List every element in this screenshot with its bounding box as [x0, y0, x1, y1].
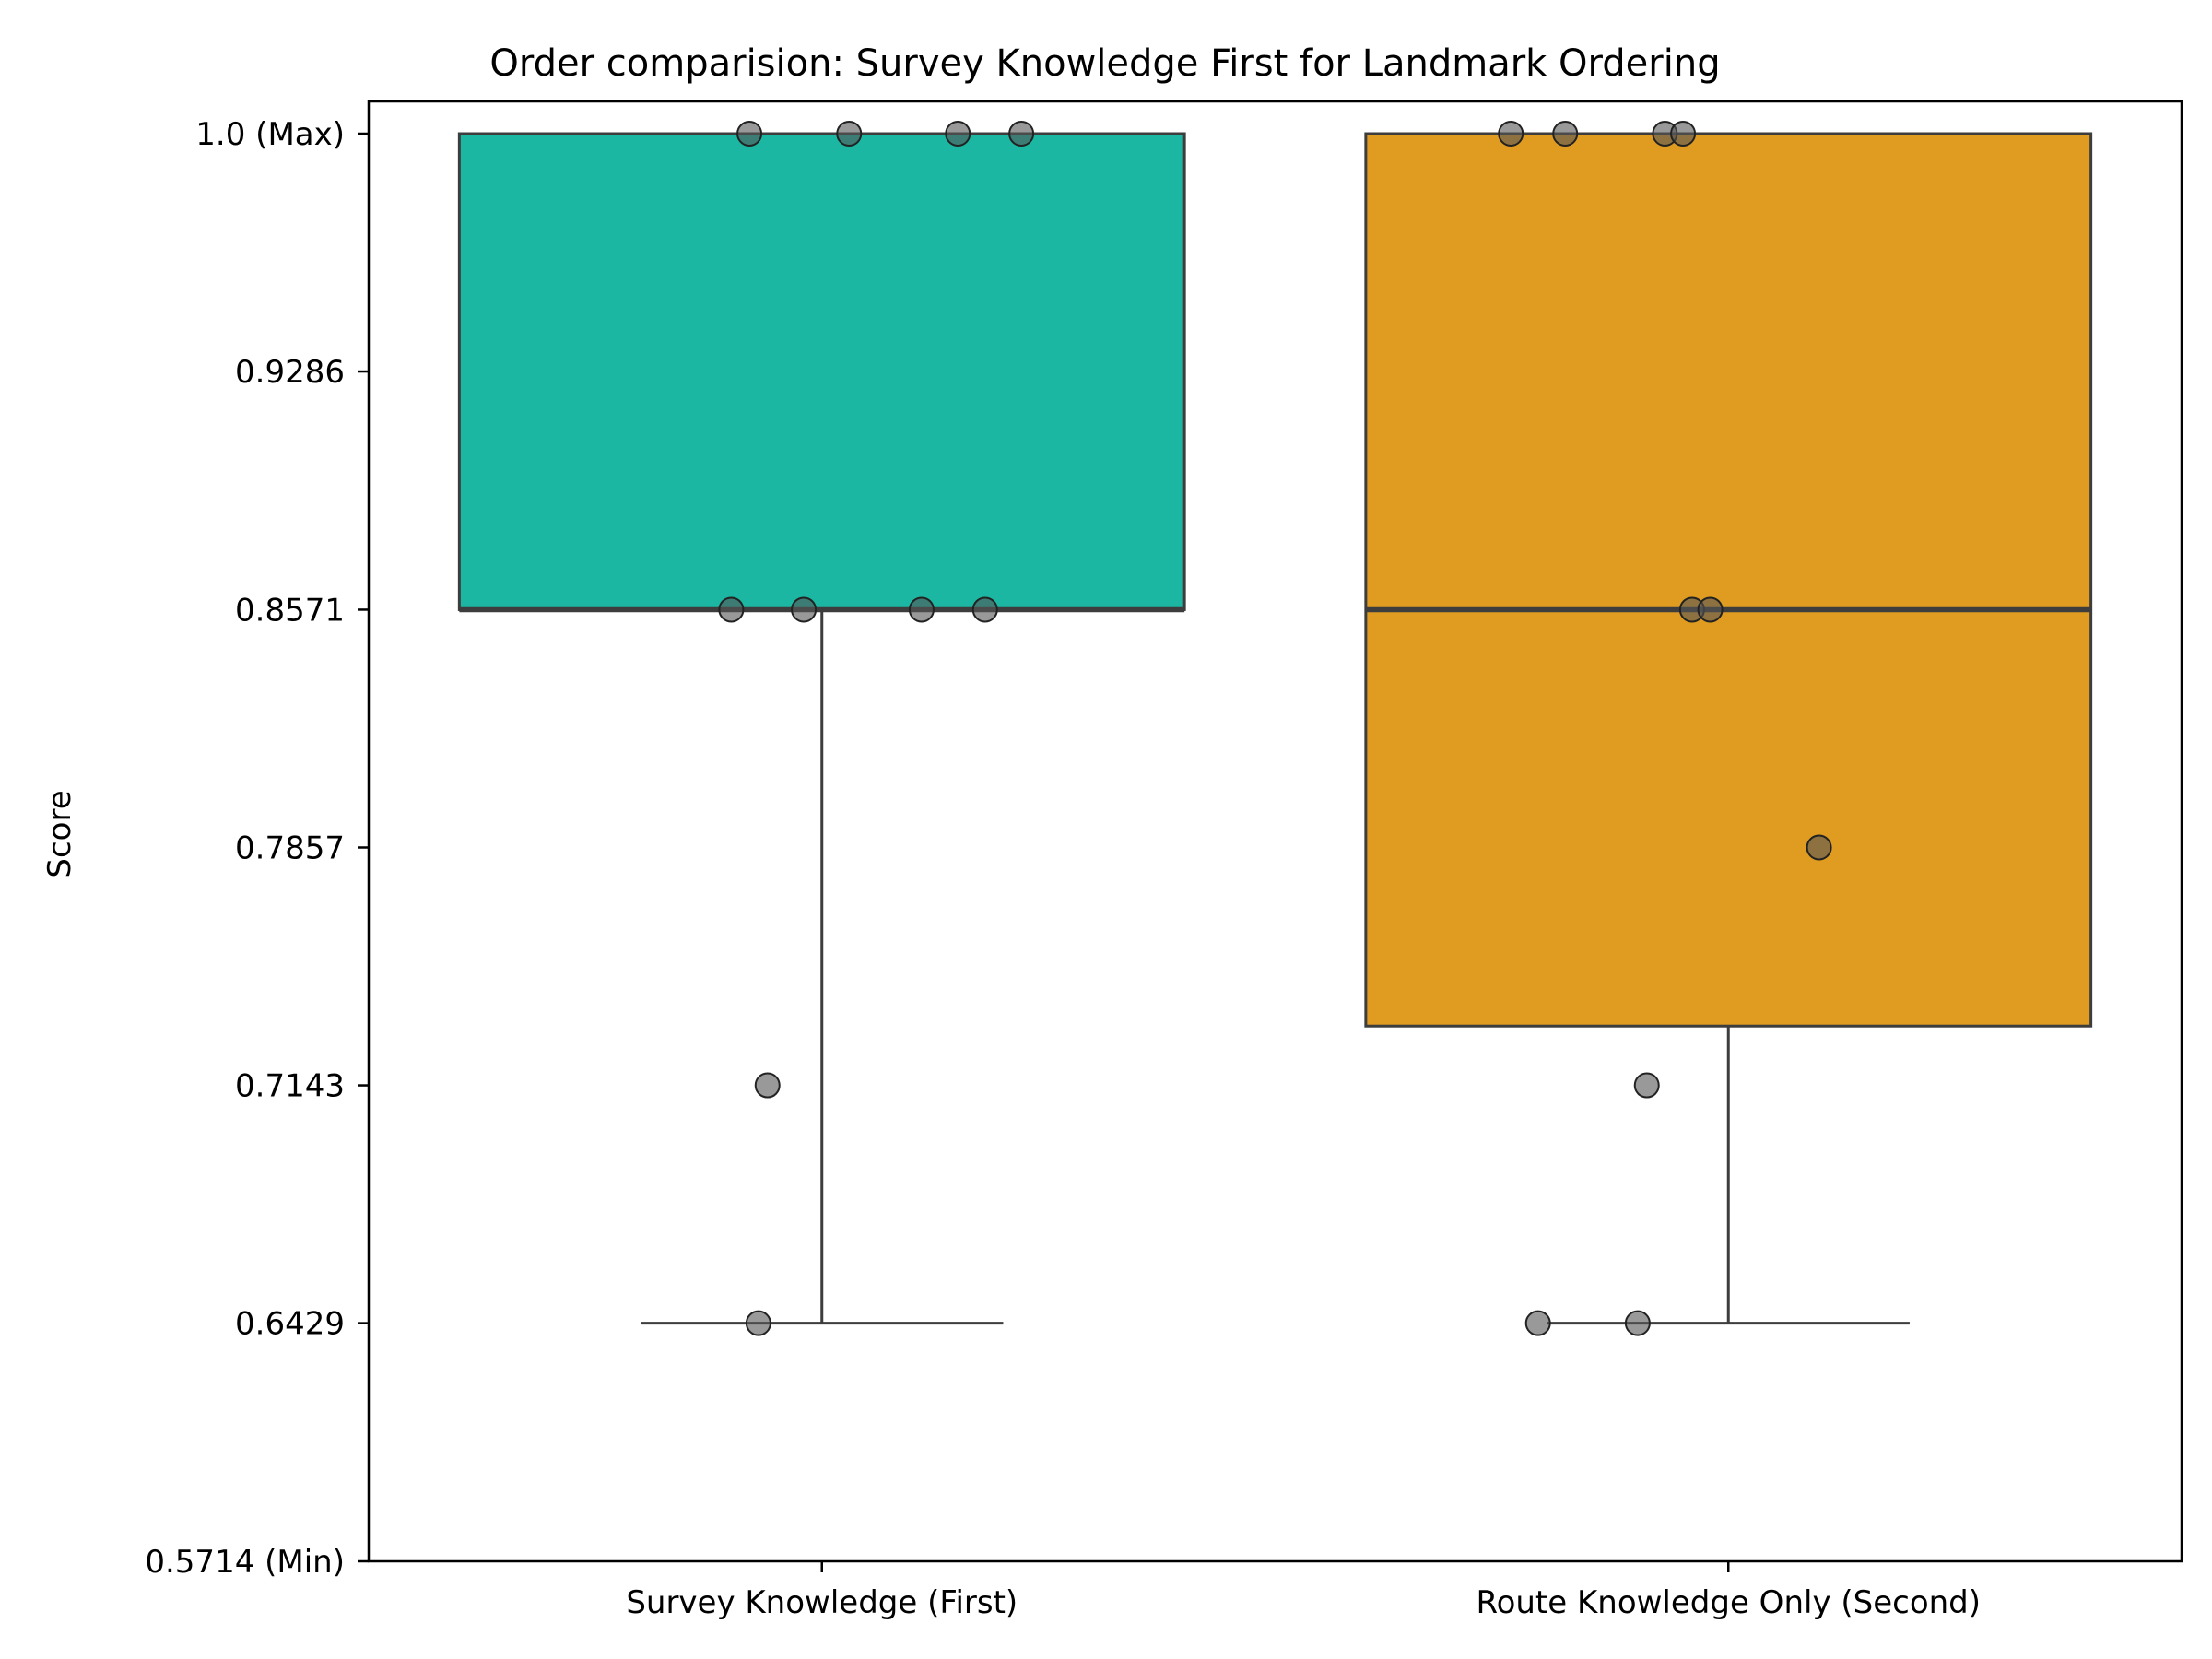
plot-area [457, 121, 2093, 1336]
y-tick-label: 0.7857 [235, 830, 345, 867]
data-point [945, 121, 971, 147]
data-point [1524, 1310, 1551, 1336]
data-point [791, 596, 818, 623]
chart-title: Order comparision: Survey Knowledge Firs… [489, 42, 1720, 85]
box-iqr [1364, 132, 2093, 1028]
data-point [971, 596, 998, 623]
x-tick-label: Route Knowledge Only (Second) [1476, 1584, 1981, 1621]
box-iqr [457, 132, 1186, 611]
y-tick-label: 0.7143 [235, 1068, 345, 1105]
data-point [1498, 121, 1524, 147]
plot-frame [367, 100, 2183, 1563]
y-tick-label: 0.6429 [235, 1306, 345, 1343]
data-point [1008, 121, 1035, 147]
data-point [1806, 834, 1832, 861]
box-group [457, 132, 1186, 1325]
data-point [908, 596, 935, 623]
x-tick-label: Survey Knowledge (First) [626, 1584, 1018, 1621]
data-point [1697, 596, 1724, 623]
data-point [836, 121, 863, 147]
y-tick-label: 1.0 (Max) [195, 116, 345, 153]
data-point [1552, 121, 1579, 147]
axes: 1.0 (Max) 0.9286 0.8571 0.7857 0.7143 0.6429 0… [145, 116, 1981, 1621]
data-point [754, 1072, 781, 1099]
data-point [718, 596, 745, 623]
y-tick-label: 0.8571 [235, 592, 345, 629]
y-axis-label: Score [41, 790, 78, 877]
data-point [736, 121, 763, 147]
data-point [1624, 1310, 1651, 1336]
y-tick-label: 0.5714 (Min) [145, 1544, 345, 1581]
data-point [745, 1310, 771, 1336]
data-point [1670, 121, 1697, 147]
box-group [1364, 132, 2093, 1325]
y-tick-label: 0.9286 [235, 354, 345, 391]
data-point [1633, 1072, 1660, 1099]
